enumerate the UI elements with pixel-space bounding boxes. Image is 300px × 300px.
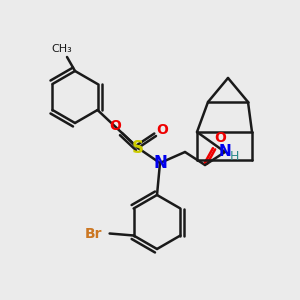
- Text: N: N: [153, 154, 167, 172]
- Text: O: O: [109, 119, 121, 133]
- Text: O: O: [214, 131, 226, 145]
- Text: O: O: [156, 123, 168, 137]
- Text: H: H: [229, 149, 239, 163]
- Text: S: S: [132, 139, 144, 157]
- Text: N: N: [219, 145, 231, 160]
- Text: Br: Br: [85, 226, 102, 241]
- Text: CH₃: CH₃: [52, 44, 72, 54]
